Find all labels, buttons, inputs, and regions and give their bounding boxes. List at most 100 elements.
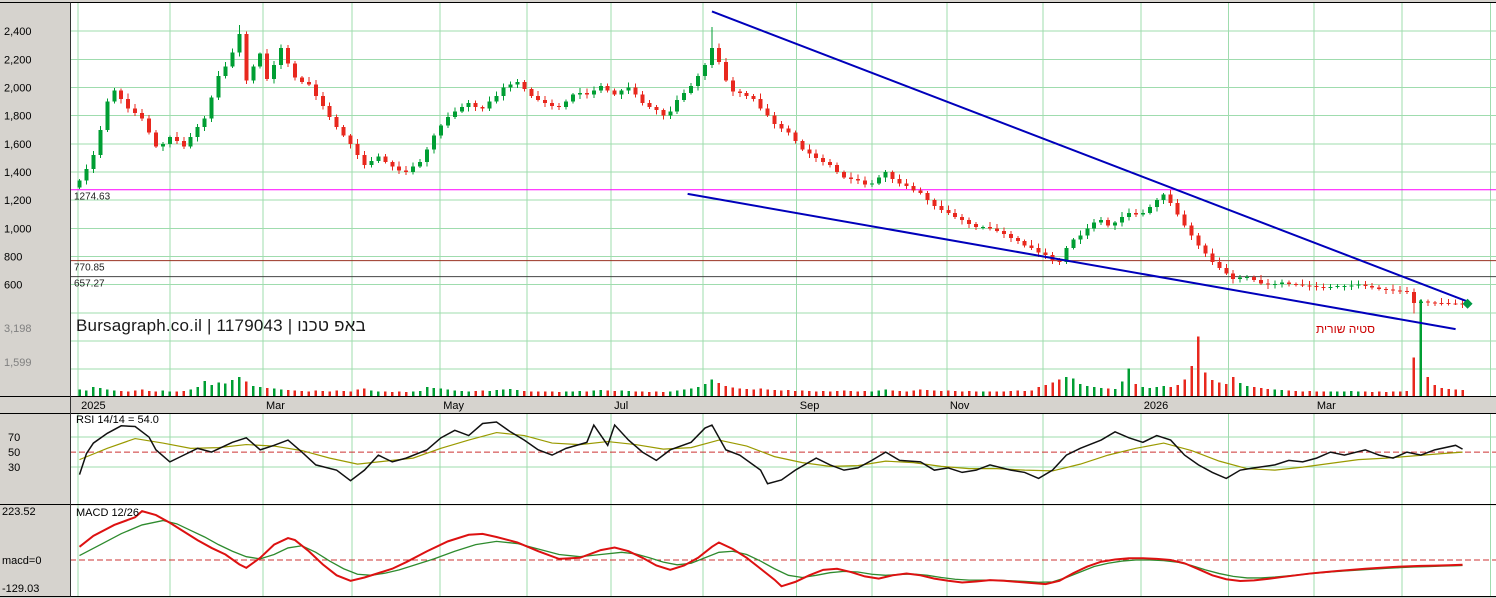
volume-bar: [1426, 376, 1430, 396]
volume-bar: [648, 392, 651, 396]
candle-body: [390, 162, 395, 167]
volume-bar: [1169, 387, 1172, 396]
volume-bar: [349, 391, 352, 396]
volume-bar: [787, 390, 790, 396]
candle-body: [334, 117, 339, 127]
diamond-marker: [1462, 298, 1473, 309]
volume-bar: [370, 390, 373, 396]
volume-bar: [1238, 382, 1242, 396]
volume-bar: [1287, 390, 1291, 396]
volume-bar: [168, 391, 172, 396]
volume-bar: [1155, 387, 1158, 396]
candle-body: [362, 155, 367, 165]
candle-body: [1439, 302, 1444, 304]
candle-body: [647, 103, 652, 108]
volume-bar: [821, 390, 825, 396]
candle-body: [119, 90, 124, 99]
volume-bar: [752, 389, 755, 396]
candle-body: [1265, 283, 1270, 285]
candle-body: [981, 226, 985, 228]
volume-bar: [536, 391, 540, 396]
candle-body: [967, 219, 972, 225]
volume-bar: [1106, 388, 1110, 396]
volume-bar: [1225, 384, 1228, 396]
volume-bar: [175, 391, 179, 396]
volume-bar: [147, 390, 151, 396]
candle-body: [661, 110, 666, 116]
volume-bar: [953, 390, 957, 396]
volume-bar: [203, 381, 206, 396]
volume-bar: [300, 390, 304, 396]
volume-bar: [1329, 391, 1332, 396]
volume-bar: [1391, 391, 1395, 396]
candle-body: [1106, 219, 1111, 226]
candle-body: [612, 90, 617, 95]
volume-bar: [689, 388, 693, 396]
last-price-marker: [1462, 298, 1473, 309]
candle-body: [598, 86, 603, 91]
volume-bar: [662, 392, 665, 396]
candle-body: [494, 95, 499, 102]
volume-bar: [1037, 387, 1040, 396]
candles: [77, 24, 1465, 314]
volume-bar: [995, 391, 999, 396]
volume-bar: [1120, 381, 1124, 396]
volume-bar: [1197, 336, 1200, 396]
volume-bar: [710, 379, 714, 396]
volume-bar: [606, 390, 609, 396]
volume-bar: [1377, 391, 1381, 396]
candle-body: [703, 64, 707, 77]
volume-bar: [99, 387, 102, 396]
candle-body: [313, 84, 318, 96]
volume-bar: [1384, 392, 1388, 396]
volume-bar: [245, 381, 248, 396]
volume-bar: [217, 382, 220, 396]
volume-bar: [439, 388, 443, 396]
candle-body: [292, 63, 297, 78]
candle-body: [855, 179, 860, 181]
volume-bar: [1440, 387, 1443, 396]
candle-body: [1279, 282, 1284, 285]
volume-bar: [238, 376, 241, 396]
volume-bar: [78, 389, 81, 396]
candle-body: [696, 76, 701, 87]
volume-bar: [85, 390, 88, 396]
candle-body: [258, 53, 263, 67]
volume-bar: [126, 391, 130, 396]
candle-body: [800, 141, 805, 150]
volume-bar: [828, 391, 832, 396]
volume-bar: [1030, 390, 1033, 396]
volume-bar: [1099, 387, 1103, 396]
candle-body: [682, 93, 687, 101]
candle-body: [244, 33, 249, 81]
volume-bar: [808, 390, 811, 396]
volume-bar: [224, 383, 227, 396]
volume-bar: [1412, 357, 1416, 396]
volume-bar: [1273, 389, 1277, 396]
volume-bar: [1294, 390, 1297, 396]
candle-body: [675, 100, 680, 112]
volume-bar: [849, 390, 853, 396]
volume-bar: [377, 391, 380, 396]
candle-body: [633, 87, 638, 95]
candle-body: [1314, 286, 1319, 288]
candle-body: [842, 172, 846, 178]
candle-body: [668, 111, 673, 116]
candle-body: [105, 101, 110, 130]
x-axis-tick: Sep: [800, 400, 820, 412]
candle-body: [765, 108, 770, 116]
volume-bar: [1343, 391, 1346, 396]
volume-bar: [161, 390, 165, 396]
volume-bar: [307, 391, 311, 396]
volume-bar: [1079, 384, 1082, 396]
candle-body: [1154, 200, 1159, 208]
candle-body: [473, 103, 478, 108]
volume-bar: [947, 390, 950, 396]
y-axis-tick: 1,600: [4, 139, 32, 151]
volume-bar: [1357, 391, 1360, 396]
volume-bar: [1419, 300, 1423, 396]
candle-body: [404, 170, 409, 173]
volume-bar: [1127, 368, 1131, 396]
